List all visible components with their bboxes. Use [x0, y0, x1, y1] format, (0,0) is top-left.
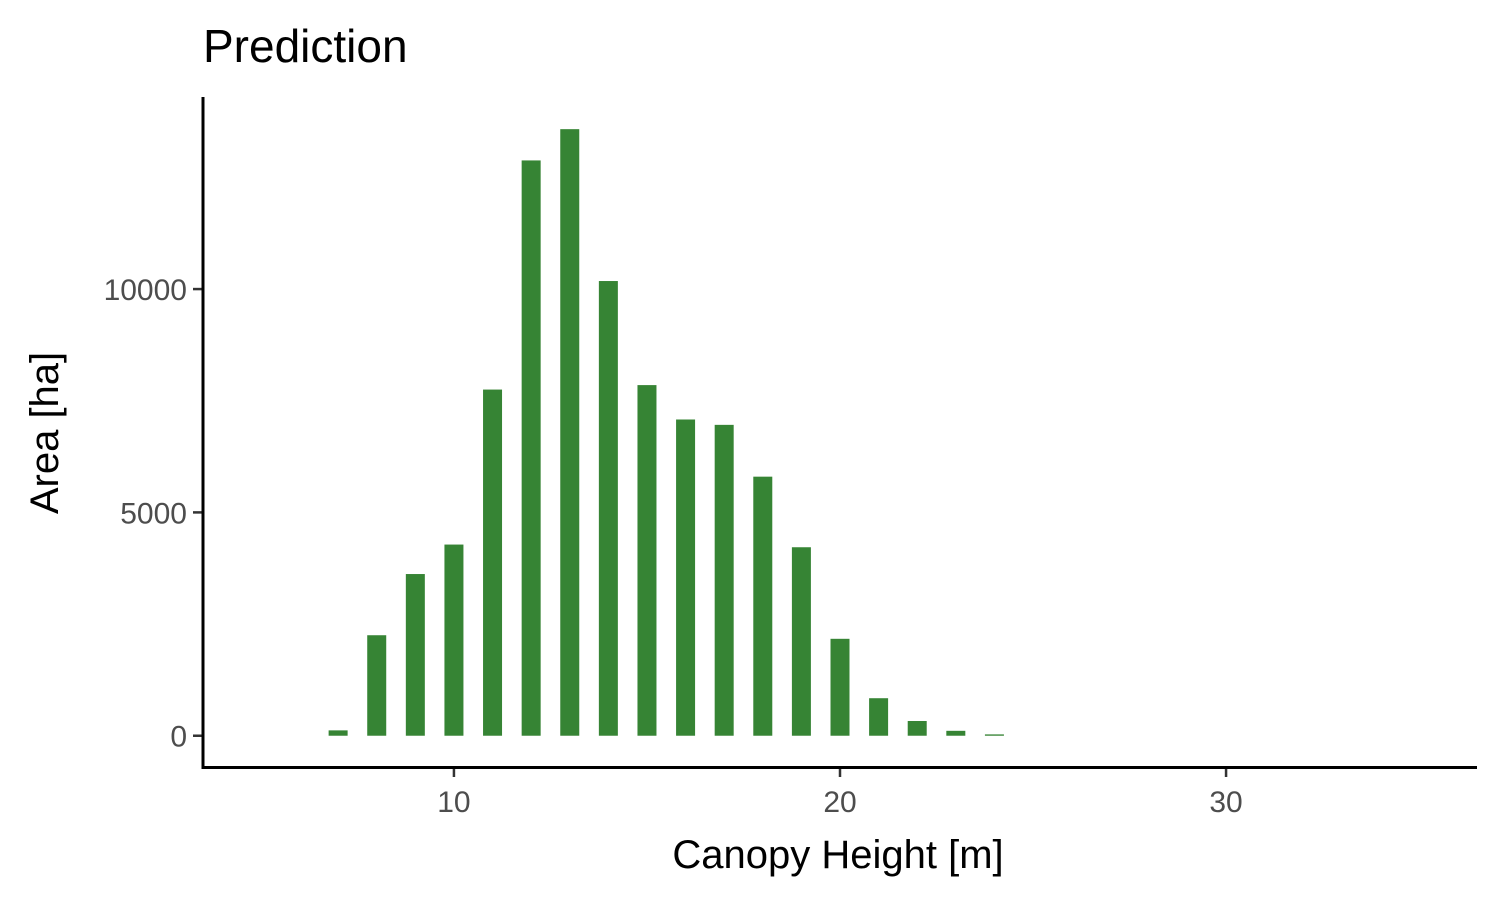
- bar-12: [521, 160, 541, 736]
- bar-23: [946, 730, 966, 736]
- y-axis-title: Area [ha]: [23, 352, 67, 514]
- x-axis-title: Canopy Height [m]: [672, 833, 1003, 877]
- bar-19: [791, 547, 811, 736]
- bar-14: [598, 281, 618, 736]
- bar-16: [676, 419, 696, 736]
- bar-9: [405, 574, 425, 736]
- y-tick-label: 0: [170, 721, 187, 754]
- y-tick-label: 10000: [104, 274, 187, 307]
- bar-11: [483, 389, 503, 736]
- bar-21: [869, 698, 889, 736]
- x-tick-label: 20: [823, 786, 856, 819]
- x-tick-label: 30: [1209, 786, 1242, 819]
- x-axis-ticks: 10 20 30: [437, 768, 1243, 819]
- bar-17: [714, 424, 734, 736]
- bar-18: [753, 476, 773, 736]
- bar-20: [830, 638, 850, 736]
- bars-group: [328, 129, 1004, 736]
- bar-8: [367, 635, 387, 736]
- bar-13: [560, 129, 580, 736]
- bar-22: [907, 720, 927, 736]
- bar-15: [637, 385, 657, 736]
- x-tick-label: 10: [437, 786, 470, 819]
- bar-24: [984, 734, 1004, 736]
- chart-title: Prediction: [203, 20, 408, 72]
- bar-10: [444, 544, 464, 736]
- y-tick-label: 5000: [120, 497, 187, 530]
- y-axis-ticks: 0 5000 10000: [104, 274, 202, 754]
- bar-7: [328, 730, 348, 736]
